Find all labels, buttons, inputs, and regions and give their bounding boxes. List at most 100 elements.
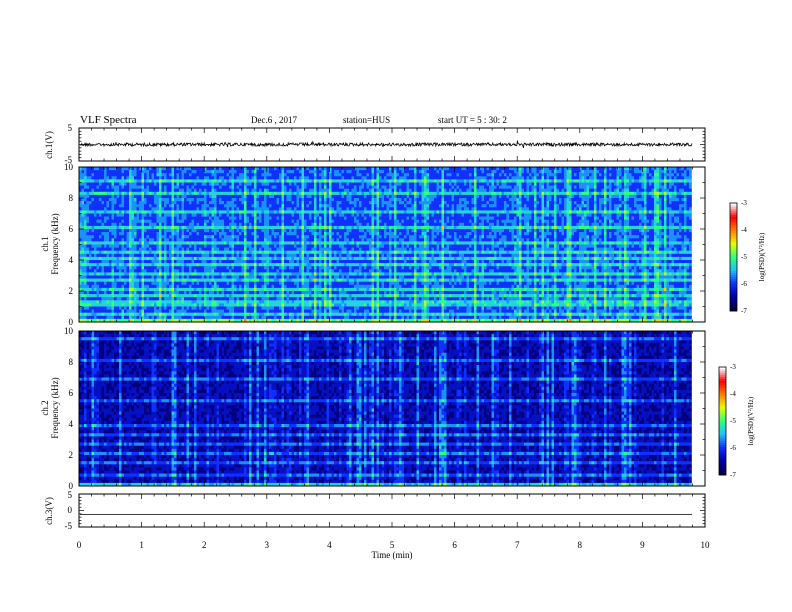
- spec1-cell: [329, 250, 332, 255]
- spec1-cell: [216, 238, 222, 242]
- spec1-cell: [484, 219, 487, 224]
- spec1-cell: [476, 235, 480, 239]
- spec1-cell: [311, 222, 315, 227]
- spec1-cell: [299, 225, 302, 230]
- spec1-cell: [621, 260, 625, 264]
- spec1-cell: [591, 194, 595, 199]
- spec1-cell: [589, 207, 595, 211]
- spec1-cell: [629, 194, 637, 199]
- spec1-cell: [514, 260, 520, 264]
- spec1-cell: [329, 216, 332, 220]
- spec1-cell: [141, 253, 145, 258]
- spec1-cell: [361, 269, 370, 273]
- spec1-cell: [424, 253, 427, 258]
- spec1-cell: [511, 235, 515, 239]
- spec1-cell: [324, 201, 327, 205]
- spec1-cell: [99, 179, 105, 183]
- spec1-cell: [574, 247, 580, 251]
- spec1-cell: [236, 229, 240, 233]
- spec1-cell: [481, 204, 487, 208]
- spec1-cell: [456, 250, 460, 255]
- spec1-cell: [326, 235, 330, 239]
- spec1-cell: [279, 241, 282, 245]
- spec1-cell: [596, 216, 600, 220]
- spec1-cell: [106, 167, 110, 171]
- spec1-cell: [566, 222, 570, 227]
- spec1-cell: [269, 219, 282, 224]
- spec1-cell: [496, 185, 500, 189]
- spec1-cell: [411, 198, 415, 202]
- spec1-cell: [186, 263, 197, 267]
- spec1-cell: [466, 182, 470, 186]
- spec1-cell: [516, 266, 522, 270]
- spec1-cell: [189, 222, 195, 227]
- spec1-cell: [664, 176, 667, 180]
- spec1-cell: [506, 176, 510, 180]
- spec1-cell: [619, 167, 622, 171]
- spec1-cell: [641, 232, 647, 236]
- spec1-cell: [591, 263, 595, 267]
- spec1-cell: [496, 253, 500, 258]
- spec1-cell: [171, 182, 175, 186]
- spec1-cell: [346, 235, 360, 239]
- spec1-cell: [429, 235, 432, 239]
- spec1-cell: [284, 170, 287, 174]
- spec1-cell: [246, 235, 255, 239]
- spec1-cell: [289, 266, 295, 270]
- spec1-cell: [246, 207, 255, 211]
- spec1-cell: [556, 229, 560, 233]
- spec1-cell: [586, 263, 590, 267]
- spec1-cell: [256, 241, 267, 245]
- spec1-cell: [209, 229, 212, 233]
- spec1-cell: [161, 207, 165, 211]
- spec1-cell: [516, 173, 520, 177]
- spec1-cell: [354, 207, 365, 211]
- spec1-cell: [124, 256, 130, 261]
- spec1-cell: [486, 204, 490, 208]
- spec1-cell: [156, 225, 162, 230]
- spec1-cell: [364, 229, 367, 233]
- spec1-cell: [536, 229, 540, 233]
- spec1-cell: [244, 170, 247, 174]
- spec1-cell: [656, 201, 662, 205]
- spec1-cell: [146, 247, 150, 251]
- spec1-cell: [674, 244, 682, 248]
- spec1-cell: [174, 256, 177, 261]
- spec1-cell: [84, 222, 87, 227]
- spec1-cell: [99, 198, 102, 202]
- spec1-cell: [531, 225, 535, 230]
- spec1-cell: [429, 260, 437, 264]
- spec1-cell: [534, 241, 537, 245]
- spec1-cell: [566, 241, 572, 245]
- spec1-cell: [241, 216, 245, 220]
- spec1-cell: [359, 225, 372, 230]
- spec1-cell: [94, 210, 97, 214]
- spec1-cell: [684, 182, 687, 186]
- spec1-cell: [556, 204, 560, 208]
- spec1-cell: [256, 191, 265, 196]
- spec1-cell: [119, 232, 125, 236]
- spec1-cell: [511, 179, 517, 183]
- spec1-cell: [316, 222, 320, 227]
- spec1-cell: [379, 207, 387, 211]
- spec1-cell: [96, 253, 107, 258]
- spec1-cell: [141, 219, 145, 224]
- spec1-cell: [159, 241, 162, 245]
- spec1-cell: [426, 170, 437, 174]
- spec1-cell: [294, 191, 297, 196]
- spec1-cell: [571, 194, 575, 199]
- spec1-cell: [549, 219, 552, 224]
- spec1-cell: [666, 176, 670, 180]
- spec1-cell: [409, 256, 412, 261]
- spec1-cell: [264, 232, 270, 236]
- spec1-cell: [601, 213, 612, 217]
- spec1-cell: [169, 173, 172, 177]
- spec1-cell: [404, 235, 407, 239]
- spec1-cell: [611, 201, 622, 205]
- spec1-cell: [646, 235, 650, 239]
- spec1-cell: [589, 250, 592, 255]
- spec1-cell: [271, 185, 277, 189]
- spec1-cell: [246, 247, 250, 251]
- spec1-cell: [511, 253, 520, 258]
- spec1-cell: [89, 256, 100, 261]
